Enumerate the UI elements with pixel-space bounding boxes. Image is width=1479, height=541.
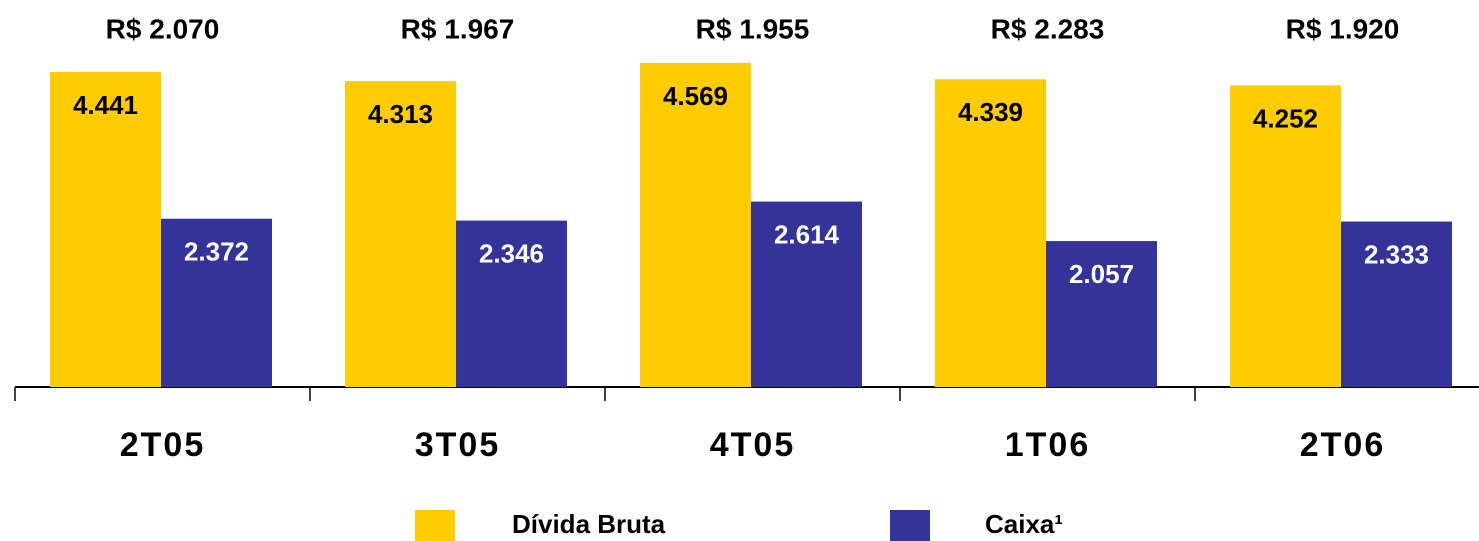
value-label: 4.313 [368, 99, 433, 129]
annotation: R$ 2.070 [106, 13, 220, 44]
value-label: 2.346 [479, 238, 544, 268]
bar [640, 62, 751, 387]
bar [1230, 85, 1341, 387]
annotation: R$ 1.920 [1286, 13, 1400, 44]
x-tick-label: 2T05 [120, 426, 206, 464]
bar [751, 201, 862, 387]
x-tick-label: 1T06 [1005, 426, 1091, 464]
value-label: 4.339 [958, 97, 1023, 127]
bar [1341, 221, 1452, 387]
legend-label: Dívida Bruta [512, 509, 666, 539]
bar [345, 81, 456, 387]
x-tick-label: 4T05 [710, 426, 796, 464]
annotation: R$ 1.955 [696, 13, 810, 44]
bar [161, 218, 272, 387]
legend-swatch [415, 510, 455, 541]
value-label: 4.441 [73, 90, 138, 120]
legend-label: Caixa¹ [985, 509, 1063, 539]
bar [456, 220, 567, 387]
bar [50, 71, 161, 387]
value-label: 2.614 [774, 219, 840, 249]
x-tick-label: 2T06 [1300, 426, 1386, 464]
x-tick-label: 3T05 [415, 426, 501, 464]
bar [935, 79, 1046, 387]
legend-swatch [890, 510, 930, 541]
bar [1046, 241, 1157, 387]
annotation: R$ 1.967 [401, 13, 515, 44]
annotation: R$ 2.283 [991, 13, 1105, 44]
value-label: 2.333 [1364, 239, 1429, 269]
value-label: 2.057 [1069, 259, 1134, 289]
value-label: 2.372 [184, 237, 249, 267]
value-label: 4.252 [1253, 103, 1318, 133]
value-label: 4.569 [663, 81, 728, 111]
